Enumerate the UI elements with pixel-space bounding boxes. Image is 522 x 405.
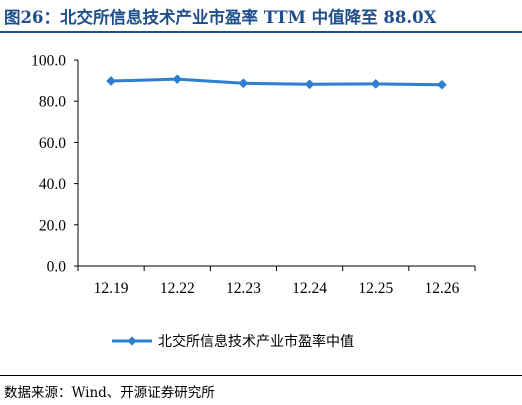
legend: 北交所信息技术产业市盈率中值	[112, 333, 354, 350]
data-point	[238, 78, 249, 89]
series-layer	[106, 74, 447, 90]
figure-title: 图26：北交所信息技术产业市盈率 TTM 中值降至 88.0X	[4, 8, 437, 27]
x-axis: 12.19 12.22 12.23 12.24 12.25 12.26	[77, 265, 476, 297]
x-tick-label: 12.25	[358, 280, 393, 297]
data-point	[172, 74, 183, 85]
x-tick-label: 12.24	[292, 280, 327, 297]
data-point	[370, 78, 381, 89]
y-tick-label: 20.0	[39, 217, 66, 234]
y-axis: 0.0 20.0 40.0 60.0 80.0 100.0	[31, 53, 79, 276]
footer-rule	[0, 375, 522, 376]
line-chart: 0.0 20.0 40.0 60.0 80.0 100.0 12.19 12.22 12.23…	[31, 53, 476, 350]
x-tick-label: 12.22	[160, 280, 195, 297]
legend-label: 北交所信息技术产业市盈率中值	[158, 333, 354, 350]
x-tick-label: 12.26	[424, 280, 459, 297]
y-tick-label: 60.0	[39, 135, 66, 152]
y-tick-label: 80.0	[39, 94, 66, 111]
source-note: 数据来源：Wind、开源证券研究所	[4, 385, 215, 401]
title-rule	[0, 31, 522, 33]
x-tick-label: 12.23	[226, 280, 261, 297]
data-point	[304, 79, 315, 90]
legend-swatch-marker	[127, 336, 137, 346]
data-point	[436, 79, 447, 90]
y-tick-label: 100.0	[31, 53, 66, 70]
series-line	[111, 77, 442, 87]
x-tick-label: 12.19	[94, 280, 129, 297]
y-tick-label: 40.0	[39, 176, 66, 193]
y-tick-label: 0.0	[47, 259, 67, 276]
data-point	[106, 76, 117, 86]
